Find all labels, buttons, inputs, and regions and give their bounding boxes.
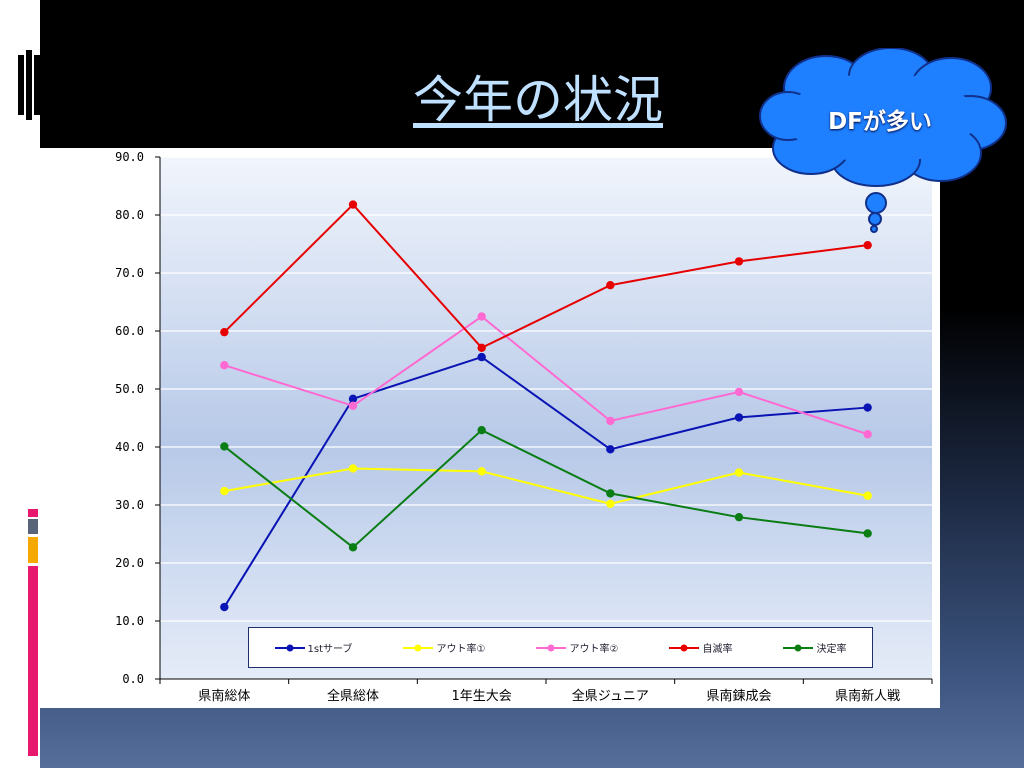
legend-item: 自滅率 [669,640,732,655]
legend-item: アウト率① [403,640,485,655]
thought-bubble-icon [759,48,1007,233]
data-point [477,352,486,362]
accent-bar-pink-long [28,566,38,756]
legend-label: 決定率 [816,644,847,655]
data-point [606,445,615,454]
x-tick-label: 県南鍊成会 [706,688,771,704]
data-point [348,200,358,209]
data-point [477,467,486,476]
legend-item: 決定率 [783,640,846,655]
series-line [223,428,868,549]
data-point [863,430,872,439]
data-point [606,499,615,509]
y-tick-label: 50.0 [115,382,144,396]
accent-bar-gray [28,519,38,534]
data-point [220,327,229,337]
y-tick-label: 0.0 [122,672,144,686]
x-tick-label: 県南総体 [198,688,250,704]
data-point [734,257,744,266]
data-point [734,387,744,397]
data-point [477,312,486,321]
slide-logo-icon [18,50,40,120]
y-tick-label: 90.0 [115,150,144,164]
data-point [477,343,486,353]
legend-label: アウト率① [436,644,486,655]
accent-bar-orange [28,537,38,563]
legend-swatch-icon [274,644,305,651]
accent-bar-pink-top [28,509,38,517]
data-point [863,491,872,500]
data-point [863,240,872,250]
y-tick-label: 40.0 [115,440,144,454]
data-point [606,489,615,498]
data-point [348,401,358,411]
data-point [348,394,358,404]
data-point [734,468,744,477]
y-tick-label: 20.0 [115,556,144,570]
data-point [220,602,229,612]
plot-area [160,157,932,679]
legend-item: 1stサーブ [274,640,353,655]
callout-text: DFが多い [828,109,932,135]
y-tick-label: 10.0 [115,614,144,628]
series-line [223,355,868,608]
data-point [348,543,358,552]
series-line [224,467,868,505]
data-point [220,486,229,496]
legend-swatch-icon [669,644,700,651]
data-point [734,512,744,522]
data-point [606,280,615,290]
data-point [477,425,486,435]
data-point [220,361,229,370]
x-tick-label: 全県ジュニア [572,688,649,704]
y-tick-label: 80.0 [115,208,144,222]
legend-swatch-icon [536,644,567,651]
data-point [220,442,229,451]
y-tick-label: 60.0 [115,324,144,338]
y-tick-label: 70.0 [115,266,144,280]
legend-swatch-icon [783,644,814,651]
x-tick-label: 1年生大会 [452,689,512,704]
y-tick-label: 30.0 [115,498,144,512]
data-point [863,403,872,412]
series-line [223,203,868,350]
chart-legend: 1stサーブ アウト率① アウト率② 自滅率 決定率 [248,627,873,668]
x-tick-label: 全県総体 [327,688,379,704]
data-point [863,529,872,538]
legend-item: アウト率② [536,640,618,655]
legend-swatch-icon [403,644,434,651]
legend-label: アウト率② [569,644,619,655]
data-point [606,416,615,426]
series-line [224,315,868,436]
legend-label: 自滅率 [702,644,733,655]
x-tick-label: 県南新人戦 [835,688,900,704]
legend-label: 1stサーブ [307,644,353,655]
data-point [734,413,744,422]
slide-title: 今年の状況 [413,71,663,129]
data-point [348,464,358,473]
